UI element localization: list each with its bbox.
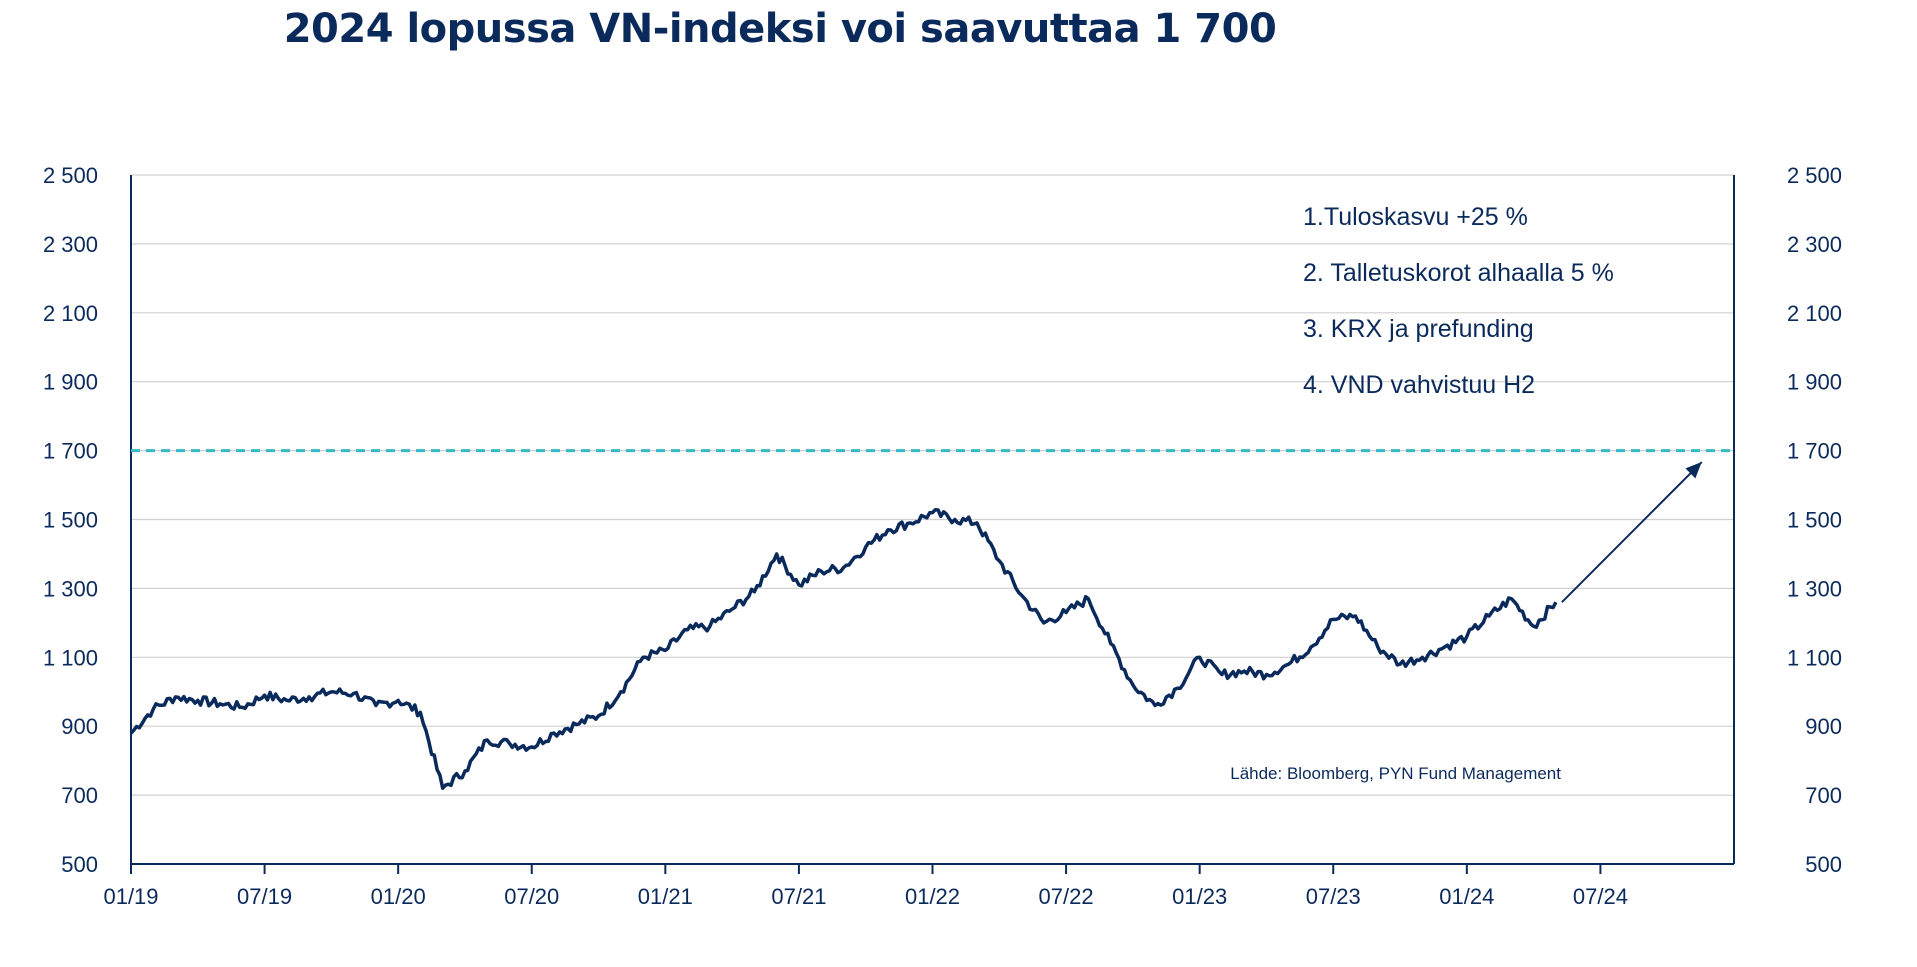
annotation-item-4: 4. VND vahvistuu H2: [1303, 371, 1535, 399]
annotation-item-1: 1.Tuloskasvu +25 %: [1303, 203, 1528, 231]
y-tick-label-right: 1 500: [1787, 508, 1842, 533]
x-tick-label: 01/24: [1439, 884, 1494, 909]
forecast-arrow-line: [1561, 461, 1703, 603]
y-tick-label-right: 500: [1805, 852, 1842, 877]
y-tick-label-right: 1 900: [1787, 370, 1842, 395]
x-tick-label: 01/20: [371, 884, 426, 909]
x-tick-label: 01/19: [103, 884, 158, 909]
x-tick-label: 01/21: [638, 884, 693, 909]
annotation-item-2: 2. Talletuskorot alhaalla 5 %: [1303, 259, 1614, 287]
y-tick-label-right: 1 300: [1787, 576, 1842, 601]
gridlines: [131, 174, 1734, 796]
y-tick-label-right: 2 300: [1787, 232, 1842, 257]
y-tick-label-left: 2 100: [43, 301, 98, 326]
series-group: [129, 507, 1558, 790]
y-axis-left-ticks: 2 500 2 300 2 100 1 900 1 700 1 500 1 300 1 100…: [43, 163, 98, 877]
y-tick-label-left: 700: [61, 783, 98, 808]
y-tick-label-left: 1 500: [43, 508, 98, 533]
y-tick-label-right: 1 100: [1787, 645, 1842, 670]
y-tick-label-right: 2 100: [1787, 301, 1842, 326]
chart-title: 2024 lopussa VN-indeksi voi saavuttaa 1 …: [283, 6, 1277, 52]
y-tick-label-right: 2 500: [1787, 163, 1842, 188]
y-tick-label-right: 700: [1805, 783, 1842, 808]
x-tick-label: 01/23: [1172, 884, 1227, 909]
y-tick-label-left: 1 300: [43, 576, 98, 601]
x-tick-label: 07/21: [771, 884, 826, 909]
forecast-arrow-head: [1685, 462, 1702, 479]
y-tick-label-right: 1 700: [1787, 439, 1842, 464]
x-tick-label: 07/24: [1573, 884, 1628, 909]
y-tick-label-right: 900: [1805, 714, 1842, 739]
y-tick-label-left: 1 700: [43, 439, 98, 464]
x-tick-label: 07/20: [504, 884, 559, 909]
x-axis-ticks: 01/19 07/19 01/20 07/20 01/21 07/21 01/22 07/22…: [103, 864, 1628, 909]
y-tick-label-left: 1 900: [43, 370, 98, 395]
x-tick-label: 07/22: [1039, 884, 1094, 909]
x-tick-label: 01/22: [905, 884, 960, 909]
forecast-arrow-group: [1561, 461, 1703, 603]
y-tick-label-left: 2 300: [43, 232, 98, 257]
x-tick-label: 07/19: [237, 884, 292, 909]
y-tick-label-left: 500: [61, 852, 98, 877]
y-axis-right-ticks: 2 500 2 300 2 100 1 900 1 700 1 500 1 300 1 100…: [1787, 163, 1842, 877]
annotations-group: 1.Tuloskasvu +25 % 2. Talletuskorot alhaa…: [1303, 203, 1614, 399]
y-tick-label-left: 2 500: [43, 163, 98, 188]
annotation-item-3: 3. KRX ja prefunding: [1303, 315, 1534, 343]
y-tick-label-left: 1 100: [43, 645, 98, 670]
x-tick-label: 07/23: [1306, 884, 1361, 909]
source-note: Lähde: Bloomberg, PYN Fund Management: [1230, 764, 1561, 783]
y-tick-label-left: 900: [61, 714, 98, 739]
vn-index-line: [129, 507, 1558, 790]
